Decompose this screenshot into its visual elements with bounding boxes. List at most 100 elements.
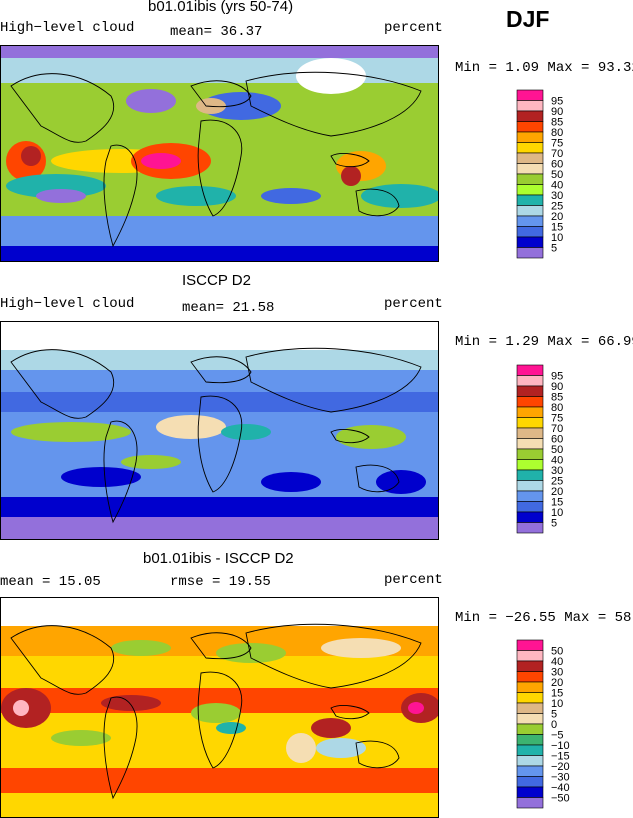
contour-region (13, 700, 29, 716)
legend-label: 10 (551, 232, 563, 244)
coastline (245, 71, 422, 137)
legend-swatch (516, 364, 544, 376)
contour-band (1, 768, 438, 793)
contour-region (321, 638, 401, 658)
contour-region (286, 733, 316, 763)
legend-swatch (516, 660, 544, 672)
legend-swatch (516, 205, 544, 217)
legend-label: 25 (551, 201, 563, 213)
contour-band (1, 392, 438, 412)
contour-region (36, 189, 86, 203)
legend-swatch (516, 438, 544, 450)
coastline (330, 429, 370, 444)
legend-label: 5 (551, 243, 557, 255)
legend-label: 50 (551, 444, 563, 456)
contour-band (1, 46, 438, 58)
panel1-title: b01.01ibis (yrs 50-74) (148, 0, 294, 15)
legend-label: 40 (551, 455, 563, 467)
legend-swatch (516, 131, 544, 143)
contour-band (1, 497, 438, 517)
legend-swatch (516, 797, 544, 809)
coastline (103, 144, 138, 248)
panel3-legend: 50 40 30 20 15 10 5 0 −5 −10 −15 −20 −30 −40 −50 (515, 638, 575, 814)
legend-swatch (516, 163, 544, 175)
coastline (103, 696, 138, 800)
legend-swatch (516, 723, 544, 735)
contour-band (1, 517, 438, 539)
legend-swatch (516, 765, 544, 777)
contour-band (1, 322, 438, 350)
legend-swatch (516, 406, 544, 418)
legend-swatch (516, 417, 544, 429)
legend-swatch (516, 511, 544, 523)
contour-region (201, 92, 281, 120)
legend-label: 60 (551, 434, 563, 446)
legend-label: 85 (551, 392, 563, 404)
legend-label: 90 (551, 106, 563, 118)
coastline (190, 632, 252, 660)
contour-band (1, 58, 438, 83)
legend-label: 40 (551, 656, 563, 668)
legend-label: 30 (551, 667, 563, 679)
legend-label: −15 (551, 751, 570, 763)
panel2-variable-label: High−level cloud (0, 296, 135, 312)
contour-region (221, 424, 271, 440)
legend-label: 5 (551, 518, 557, 530)
legend-label: 90 (551, 381, 563, 393)
legend-swatch (516, 89, 544, 101)
contour-region (111, 640, 171, 656)
coastline (197, 119, 243, 217)
legend-swatch (516, 713, 544, 725)
legend-swatch (516, 184, 544, 196)
panel3-title: b01.01ibis - ISCCP D2 (143, 550, 294, 567)
panel3-rmse-label: rmse = 19.55 (170, 574, 271, 590)
contour-region (361, 184, 438, 208)
legend-label: 20 (551, 677, 563, 689)
legend-swatch (516, 396, 544, 408)
legend-label: 10 (551, 698, 563, 710)
coastline (10, 625, 115, 695)
panel2-units-label: percent (384, 296, 443, 312)
legend-swatch (516, 110, 544, 122)
panel3-map (0, 597, 439, 818)
contour-region (376, 470, 426, 494)
legend-label: 20 (551, 486, 563, 498)
legend-swatch (516, 173, 544, 185)
panel3-minmax-label: Min = −26.55 Max = 58.96 (455, 610, 633, 626)
legend-swatch (516, 194, 544, 206)
legend-swatch (516, 501, 544, 513)
panel1-units-label: percent (384, 20, 443, 36)
legend-swatch (516, 100, 544, 112)
coastline (330, 705, 370, 720)
legend-label: 5 (551, 709, 557, 721)
contour-region (126, 89, 176, 113)
legend-label: 40 (551, 180, 563, 192)
legend-swatch (516, 247, 544, 259)
contour-region (21, 146, 41, 166)
legend-label: 80 (551, 127, 563, 139)
legend-label: 20 (551, 211, 563, 223)
legend-swatch (516, 469, 544, 481)
contour-band (1, 216, 438, 246)
contour-region (261, 188, 321, 204)
legend-swatch (516, 448, 544, 460)
contour-region (191, 703, 241, 723)
coastline (330, 153, 370, 168)
contour-region (61, 467, 141, 487)
contour-region (408, 702, 424, 714)
contour-region (261, 472, 321, 492)
coastline (103, 420, 138, 524)
contour-region (51, 730, 111, 746)
panel3-map-svg (1, 598, 438, 817)
legend-label: 25 (551, 476, 563, 488)
panel1-legend: 95 90 85 80 75 70 60 50 40 30 25 20 15 10 5 (515, 88, 575, 264)
legend-label: 15 (551, 688, 563, 700)
legend-swatch (516, 755, 544, 767)
panel1-map (0, 45, 439, 262)
legend-swatch (516, 142, 544, 154)
legend-label: 70 (551, 148, 563, 160)
coastline (355, 464, 400, 493)
legend-label: 15 (551, 497, 563, 509)
legend-swatch (516, 650, 544, 662)
legend-label: −10 (551, 740, 570, 752)
